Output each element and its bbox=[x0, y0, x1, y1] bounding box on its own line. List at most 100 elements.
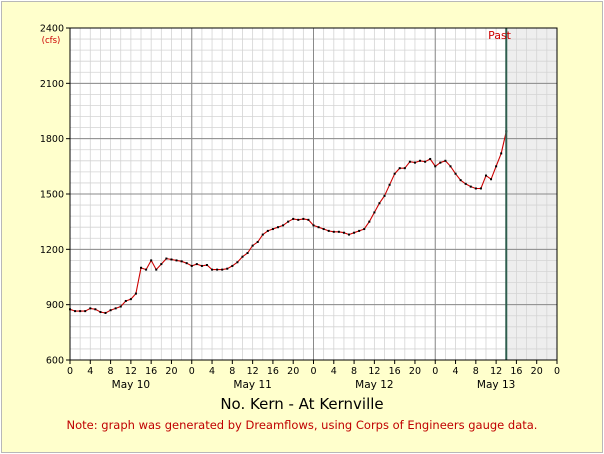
x-tick-label: 4 bbox=[453, 366, 459, 377]
data-point bbox=[434, 165, 437, 168]
data-point bbox=[140, 266, 143, 269]
data-point bbox=[348, 233, 351, 236]
x-tick-label: 4 bbox=[331, 366, 337, 377]
x-tick-label: 12 bbox=[125, 366, 137, 377]
x-tick-label: 0 bbox=[310, 366, 316, 377]
data-point bbox=[337, 230, 340, 233]
data-point bbox=[474, 187, 477, 190]
data-point bbox=[449, 165, 452, 168]
data-point bbox=[342, 231, 345, 234]
data-point bbox=[150, 259, 153, 262]
x-tick-label: 8 bbox=[351, 366, 357, 377]
data-point bbox=[312, 224, 315, 227]
data-point bbox=[145, 268, 148, 271]
x-tick-label: 0 bbox=[432, 366, 438, 377]
chart-note: Note: graph was generated by Dreamflows,… bbox=[66, 418, 538, 432]
data-point bbox=[276, 226, 279, 229]
data-point bbox=[322, 228, 325, 231]
data-point bbox=[190, 264, 193, 267]
x-tick-label: 8 bbox=[229, 366, 235, 377]
data-point bbox=[292, 217, 295, 220]
data-point bbox=[251, 244, 254, 247]
data-point bbox=[84, 310, 87, 313]
data-point bbox=[216, 268, 219, 271]
data-point bbox=[302, 217, 305, 220]
day-label: May 11 bbox=[233, 379, 271, 391]
data-point bbox=[231, 264, 234, 267]
data-point bbox=[160, 263, 163, 266]
data-point bbox=[134, 292, 137, 295]
data-point bbox=[170, 258, 173, 261]
x-tick-label: 16 bbox=[267, 366, 279, 377]
data-point bbox=[129, 298, 132, 301]
y-tick-label: 2100 bbox=[40, 79, 64, 90]
x-tick-label: 4 bbox=[209, 366, 215, 377]
y-axis-unit-label: (cfs) bbox=[42, 36, 61, 46]
x-tick-label: 8 bbox=[108, 366, 114, 377]
x-tick-label: 12 bbox=[247, 366, 259, 377]
data-point bbox=[226, 267, 229, 270]
data-point bbox=[246, 252, 249, 255]
x-tick-label: 0 bbox=[189, 366, 195, 377]
data-point bbox=[261, 233, 264, 236]
x-tick-label: 16 bbox=[145, 366, 157, 377]
data-point bbox=[180, 260, 183, 263]
data-point bbox=[353, 231, 356, 234]
data-point bbox=[211, 268, 214, 271]
data-point bbox=[200, 264, 203, 267]
data-point bbox=[454, 172, 457, 175]
data-point bbox=[165, 257, 168, 260]
data-point bbox=[368, 220, 371, 223]
data-point bbox=[297, 218, 300, 221]
data-point bbox=[332, 230, 335, 233]
y-tick-label: 1800 bbox=[40, 134, 64, 145]
x-tick-label: 0 bbox=[67, 366, 73, 377]
data-point bbox=[495, 165, 498, 168]
data-point bbox=[282, 224, 285, 227]
data-point bbox=[378, 202, 381, 205]
data-point bbox=[398, 167, 401, 170]
data-point bbox=[185, 262, 188, 265]
data-point bbox=[114, 307, 117, 310]
data-point bbox=[327, 229, 330, 232]
y-tick-label: 600 bbox=[46, 356, 64, 367]
data-point bbox=[74, 310, 77, 313]
data-point bbox=[124, 299, 127, 302]
x-tick-label: 0 bbox=[554, 366, 560, 377]
past-marker-label: Past bbox=[488, 29, 512, 42]
data-point bbox=[287, 220, 290, 223]
x-tick-label: 20 bbox=[165, 366, 177, 377]
data-point bbox=[413, 161, 416, 164]
data-point bbox=[271, 228, 274, 231]
data-point bbox=[459, 179, 462, 182]
data-point bbox=[419, 159, 422, 162]
data-point bbox=[393, 172, 396, 175]
data-point bbox=[363, 228, 366, 231]
y-tick-label: 900 bbox=[46, 300, 64, 311]
chart-title: No. Kern - At Kernville bbox=[220, 395, 384, 413]
data-point bbox=[205, 264, 208, 267]
data-point bbox=[266, 229, 269, 232]
data-point bbox=[444, 159, 447, 162]
data-point bbox=[241, 255, 244, 258]
data-point bbox=[479, 187, 482, 190]
data-point bbox=[195, 263, 198, 266]
day-label: May 13 bbox=[477, 379, 515, 391]
data-point bbox=[119, 305, 122, 308]
x-tick-label: 8 bbox=[473, 366, 479, 377]
y-tick-label: 2400 bbox=[40, 24, 64, 35]
data-point bbox=[79, 310, 82, 313]
data-point bbox=[358, 229, 361, 232]
x-tick-label: 12 bbox=[368, 366, 380, 377]
day-label: May 10 bbox=[112, 379, 150, 391]
data-point bbox=[500, 152, 503, 155]
day-label: May 12 bbox=[355, 379, 393, 391]
y-tick-label: 1500 bbox=[40, 190, 64, 201]
data-point bbox=[484, 174, 487, 177]
data-point bbox=[256, 240, 259, 243]
data-point bbox=[109, 309, 112, 312]
data-point bbox=[408, 160, 411, 163]
y-tick-label: 1200 bbox=[40, 245, 64, 256]
data-point bbox=[439, 161, 442, 164]
